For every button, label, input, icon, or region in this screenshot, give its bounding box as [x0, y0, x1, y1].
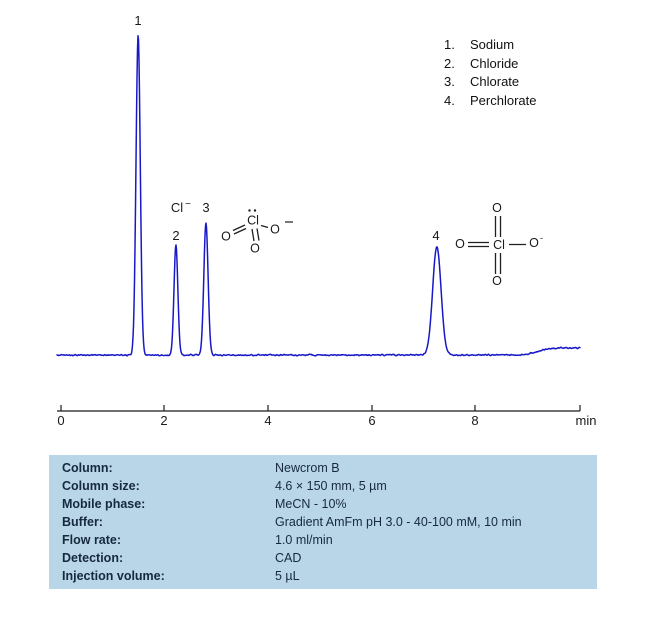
atom-o: O: [492, 274, 502, 288]
bond-line: [256, 228, 260, 241]
chloride-ion-charge: −: [185, 199, 191, 210]
param-value: CAD: [275, 551, 302, 565]
atom-o: O: [221, 230, 231, 244]
param-label: Buffer:: [62, 515, 103, 529]
atom-o: O: [492, 201, 502, 215]
table-row: Flow rate: 1.0 ml/min: [62, 531, 589, 549]
peak-1-label: 1: [134, 13, 141, 28]
chlorate-structure: Cl O O O: [221, 209, 293, 256]
atom-o: O: [455, 237, 465, 251]
param-value: 4.6 × 150 mm, 5 µm: [275, 479, 387, 493]
legend-item-number: 3.: [444, 74, 455, 89]
atom-cl: Cl: [247, 214, 259, 228]
param-value: Gradient AmFm pH 3.0 - 40-100 mM, 10 min: [275, 515, 522, 529]
param-label: Mobile phase:: [62, 497, 146, 511]
peak-legend: 1. Sodium 2. Chloride 3. Chlorate 4. Per…: [444, 36, 536, 110]
table-row: Injection volume: 5 µL: [62, 567, 589, 585]
param-label: Injection volume:: [62, 569, 165, 583]
peak-annotations: 1 2 3 4 Cl −: [134, 13, 439, 243]
param-label: Column:: [62, 461, 113, 475]
legend-item-name: Chloride: [470, 55, 519, 71]
legend-item-name: Perchlorate: [470, 92, 537, 108]
peak-3-label: 3: [202, 200, 209, 215]
legend-item-number: 1.: [444, 37, 455, 52]
param-label: Detection:: [62, 551, 124, 565]
chromatogram-plot: 0 2 4 6 8 min 1 2 3 4 Cl − Cl: [56, 13, 596, 428]
legend-item-number: 4.: [444, 92, 455, 108]
x-axis: [57, 405, 581, 412]
x-tick-label: 6: [368, 413, 375, 428]
x-tick-label: 0: [57, 413, 64, 428]
atom-o: O: [270, 223, 280, 237]
chloride-ion-label: Cl: [171, 200, 183, 215]
legend-item-name: Chlorate: [470, 74, 520, 89]
legend-item-number: 2.: [444, 55, 455, 71]
atom-o: O: [529, 236, 539, 250]
x-tick-label: 8: [471, 413, 478, 428]
table-row: Buffer: Gradient AmFm pH 3.0 - 40-100 mM…: [62, 513, 589, 531]
lone-pair-dot: [253, 209, 257, 212]
x-tick-label: 2: [160, 413, 167, 428]
x-axis-labels: 0 2 4 6 8 min: [57, 413, 596, 428]
param-label: Flow rate:: [62, 533, 122, 547]
table-row: Column: Newcrom B: [62, 459, 589, 477]
x-tick-label: 4: [264, 413, 271, 428]
param-label: Column size:: [62, 479, 140, 493]
table-row: Mobile phase: MeCN - 10%: [62, 495, 589, 513]
param-value: 1.0 ml/min: [275, 533, 333, 547]
atom-o: O: [250, 242, 260, 256]
chromatogram-trace: [56, 35, 581, 357]
bond-line: [232, 224, 246, 232]
param-value: MeCN - 10%: [275, 497, 347, 511]
method-parameters-table: Column: Newcrom B Column size: 4.6 × 150…: [49, 455, 597, 589]
bond-line: [260, 224, 269, 229]
peak-2-label: 2: [172, 228, 179, 243]
lone-pair-dot: [248, 209, 251, 212]
peak-4-label: 4: [432, 228, 439, 243]
perchlorate-structure: Cl O O O O -: [455, 201, 543, 288]
legend-item: 2. Chloride: [444, 55, 536, 74]
bond-line: [233, 227, 247, 235]
x-axis-unit-label: min: [576, 413, 597, 428]
table-row: Column size: 4.6 × 150 mm, 5 µm: [62, 477, 589, 495]
atom-cl: Cl: [493, 238, 505, 252]
legend-item-name: Sodium: [470, 37, 515, 52]
legend-item: 1. Sodium: [444, 36, 536, 55]
param-value: 5 µL: [275, 569, 300, 583]
bond-line: [251, 228, 255, 242]
table-row: Detection: CAD: [62, 549, 589, 567]
param-value: Newcrom B: [275, 461, 340, 475]
legend-item: 4. Perchlorate: [444, 92, 536, 111]
perchlorate-charge: -: [540, 233, 543, 243]
legend-item: 3. Chlorate: [444, 73, 536, 92]
